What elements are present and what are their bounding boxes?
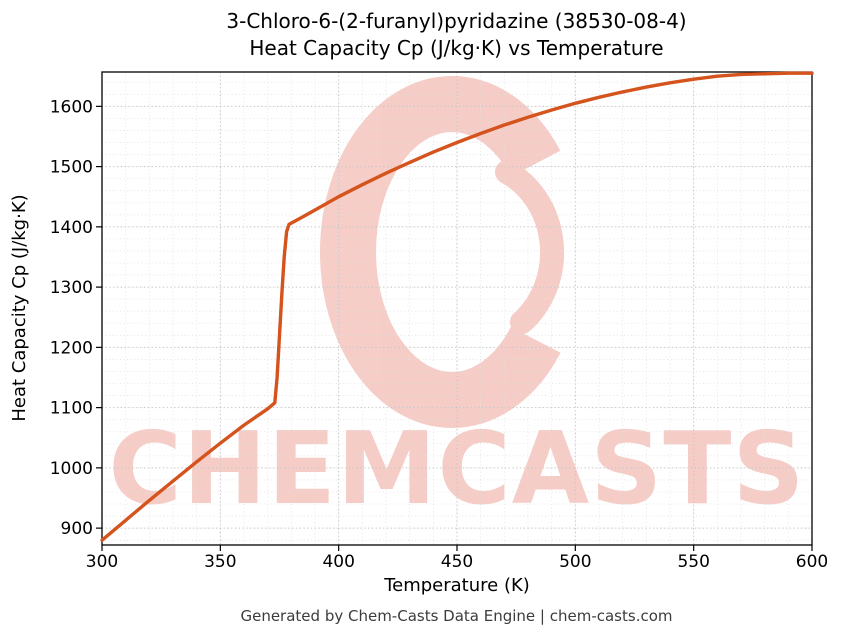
x-tick-label: 600 bbox=[796, 552, 828, 572]
cp-data-line bbox=[100, 71, 814, 542]
y-tick-label: 1300 bbox=[50, 278, 93, 298]
y-tick-label: 1600 bbox=[50, 97, 93, 117]
chemcasts-logo-hook bbox=[495, 160, 565, 334]
chart-title-line2: Heat Capacity Cp (J/kg·K) vs Temperature bbox=[249, 36, 664, 60]
footer-credit: Generated by Chem-Casts Data Engine | ch… bbox=[240, 607, 673, 625]
x-tick-label: 550 bbox=[677, 552, 709, 572]
y-tick-label: 1500 bbox=[50, 158, 93, 178]
heat-capacity-curve bbox=[100, 71, 814, 542]
chart-title-line1: 3-Chloro-6-(2-furanyl)pyridazine (38530-… bbox=[226, 9, 687, 33]
y-tick-label: 1100 bbox=[50, 399, 93, 419]
y-tick-label: 1200 bbox=[50, 338, 93, 358]
y-tick-label: 900 bbox=[61, 519, 93, 539]
y-tick-label: 1000 bbox=[50, 459, 93, 479]
x-axis-label: Temperature (K) bbox=[383, 575, 530, 596]
y-tick-label: 1400 bbox=[50, 218, 93, 238]
axes: 300 350 400 450 500 550 600 900 1000 1100 1200 1300… bbox=[50, 71, 828, 572]
y-axis-label: Heat Capacity Cp (J/kg·K) bbox=[9, 194, 30, 421]
x-tick-label: 500 bbox=[559, 552, 591, 572]
x-tick-label: 400 bbox=[322, 552, 354, 572]
x-tick-label: 300 bbox=[86, 552, 118, 572]
chart-title: 3-Chloro-6-(2-furanyl)pyridazine (38530-… bbox=[70, 8, 843, 62]
cp-vs-temperature-chart: CHEMCASTS 300 350 400 450 500 550 600900100011… bbox=[9, 71, 828, 596]
chemcasts-logo-ring bbox=[320, 76, 584, 428]
x-tick-label: 450 bbox=[441, 552, 473, 572]
x-tick-label: 350 bbox=[204, 552, 236, 572]
